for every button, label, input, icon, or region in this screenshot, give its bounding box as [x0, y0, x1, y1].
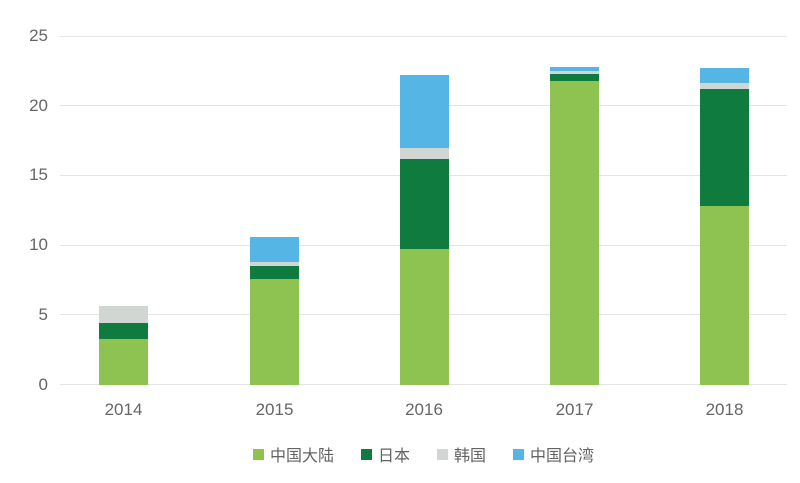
legend: 中国大陆 日本 韩国 中国台湾: [60, 442, 787, 466]
bar-segment-2014-0: [99, 338, 148, 385]
bar-2014: [99, 306, 148, 385]
bar-segment-2015-3: [250, 236, 299, 262]
bar-segment-2017-3: [550, 66, 599, 71]
x-tick-label: 2017: [555, 399, 594, 419]
x-tick-label: 2018: [705, 399, 744, 419]
legend-item: 中国台湾: [513, 442, 594, 466]
legend-item: 中国大陆: [252, 442, 334, 466]
legend-label: 韩国: [454, 448, 487, 465]
bar-segment-2016-1: [399, 158, 449, 250]
legend-swatch-icon: [437, 448, 448, 460]
bar-segment-2018-2: [700, 83, 749, 89]
bar-segment-2015-0: [250, 278, 299, 385]
gridline: [60, 384, 787, 385]
bar-segment-2015-1: [250, 266, 299, 279]
legend-item: 韩国: [437, 442, 486, 466]
bar-2015: [250, 236, 299, 385]
x-tick-label: 2014: [104, 399, 143, 419]
bar-2018: [700, 68, 749, 385]
y-tick-label: 25: [29, 26, 48, 45]
plot-area: [60, 35, 787, 385]
gridline: [60, 35, 787, 37]
y-tick-label: 10: [29, 235, 48, 255]
x-tick-label: 2015: [255, 399, 294, 419]
legend-swatch-icon: [252, 448, 264, 460]
bar-segment-2016-2: [399, 147, 449, 159]
bar-segment-2014-1: [99, 323, 148, 339]
bar-segment-2017-2: [550, 70, 599, 74]
bar-segment-2018-3: [700, 68, 749, 84]
legend-label: 中国大陆: [269, 448, 334, 465]
bar-segment-2017-1: [550, 73, 599, 81]
bar-segment-2016-3: [399, 75, 449, 148]
y-tick-label: 20: [29, 95, 48, 115]
y-tick-label: 5: [38, 304, 48, 324]
y-tick-label: 0: [38, 374, 48, 394]
legend-swatch-icon: [360, 448, 372, 460]
bar-segment-2015-2: [250, 261, 299, 267]
x-tick-label: 2016: [405, 399, 443, 419]
bar-segment-2018-1: [700, 88, 749, 207]
y-tick-label: 15: [29, 165, 48, 185]
bar-2017: [550, 66, 599, 385]
bar-segment-2014-2: [99, 306, 148, 324]
legend-label: 中国台湾: [530, 448, 595, 465]
legend-label: 日本: [377, 448, 410, 465]
bar-segment-2018-0: [700, 206, 749, 385]
bar-2016: [399, 75, 449, 385]
bar-segment-2016-0: [399, 249, 449, 385]
legend-item: 日本: [360, 442, 410, 466]
bar-segment-2017-0: [550, 80, 599, 385]
legend-swatch-icon: [513, 448, 525, 460]
